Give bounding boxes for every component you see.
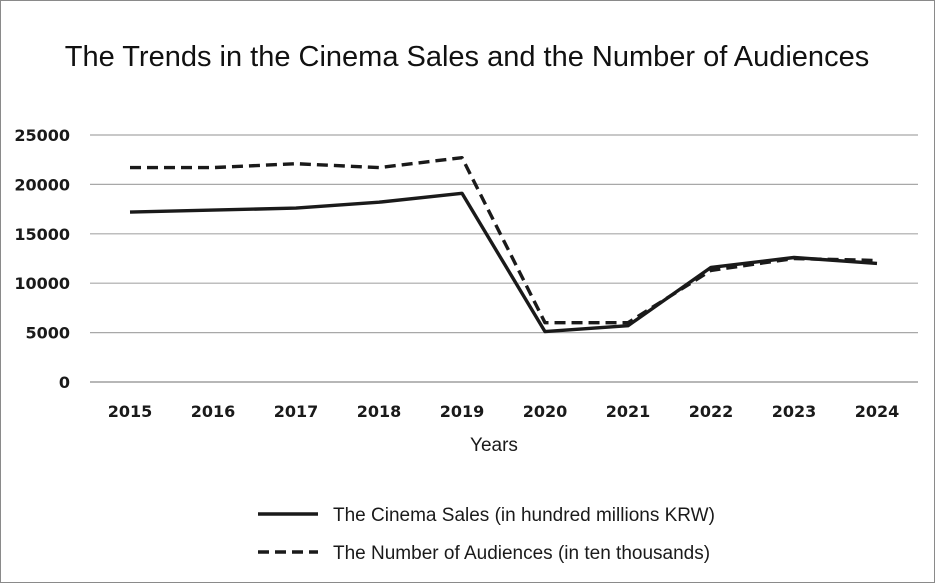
x-tick-label: 2016 [191,402,236,421]
chart-title: The Trends in the Cinema Sales and the N… [65,41,869,73]
x-tick-label: 2021 [606,402,651,421]
x-axis-label: Years [470,435,518,456]
y-tick-label: 10000 [14,274,70,293]
x-tick-label: 2018 [357,402,402,421]
series-lines [129,155,878,334]
series-line-audiences [130,155,878,325]
y-tick-label: 0 [59,373,70,392]
y-tick-label: 20000 [14,175,70,194]
y-axis-ticks: 0 5000 10000 15000 20000 25000 [14,126,70,392]
legend-label: The Number of Audiences (in ten thousand… [333,543,710,564]
y-tick-label: 5000 [25,324,70,343]
legend: The Cinema Sales (in hundred millions KR… [258,505,715,564]
x-tick-label: 2023 [772,402,817,421]
y-tick-label: 15000 [14,225,70,244]
x-tick-label: 2022 [689,402,734,421]
legend-label: The Cinema Sales (in hundred millions KR… [333,505,715,526]
x-tick-label: 2017 [274,402,319,421]
x-tick-label: 2024 [855,402,900,421]
series-line-sales [129,191,878,334]
x-axis-ticks: 2015 2016 2017 2018 2019 2020 2021 2022 2023 2024 [108,402,900,421]
x-tick-label: 2015 [108,402,153,421]
y-tick-label: 25000 [14,126,70,145]
x-tick-label: 2020 [523,402,568,421]
x-tick-label: 2019 [440,402,485,421]
grid-lines [90,134,918,383]
